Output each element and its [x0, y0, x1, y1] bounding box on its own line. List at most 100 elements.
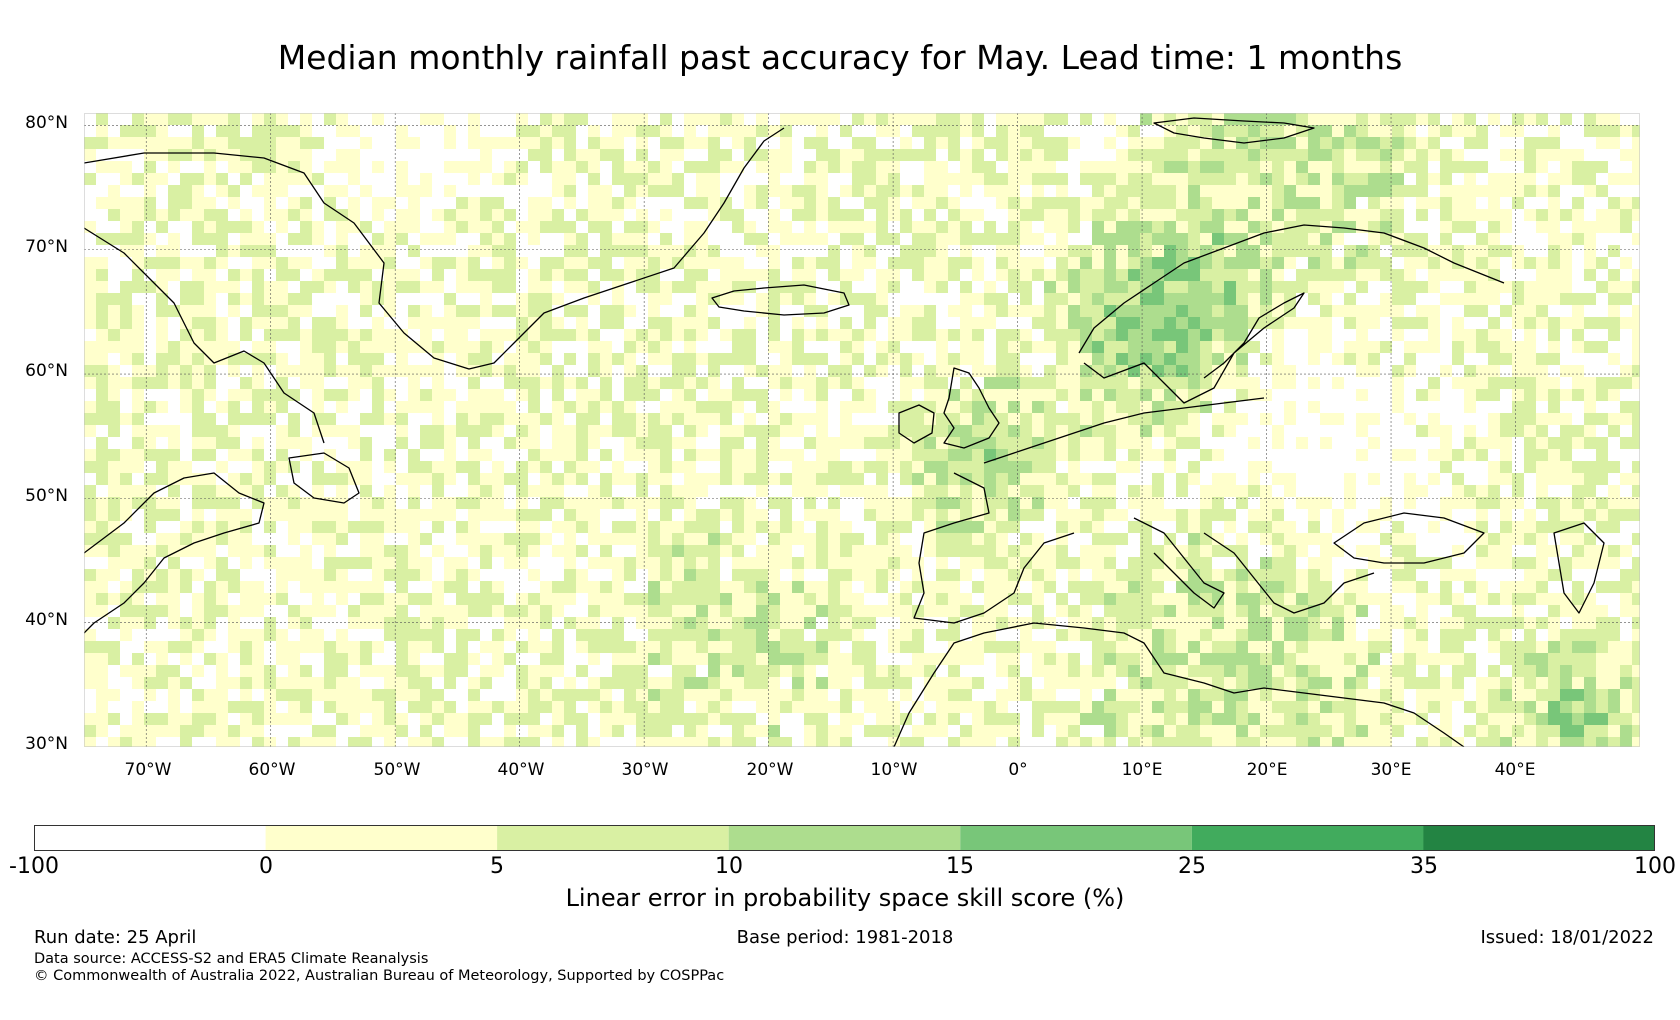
skill-grid-cell	[852, 485, 865, 498]
skill-grid-cell	[408, 401, 421, 414]
skill-grid-cell	[516, 557, 529, 570]
skill-grid-cell	[1476, 377, 1489, 390]
skill-grid-cell	[1260, 257, 1273, 270]
skill-grid-cell	[1512, 521, 1525, 534]
skill-grid-cell	[216, 293, 229, 306]
skill-grid-cell	[1056, 365, 1069, 378]
skill-grid-cell	[384, 137, 397, 150]
skill-grid-cell	[180, 341, 193, 354]
skill-grid-cell	[660, 161, 673, 174]
skill-grid-cell	[1596, 221, 1609, 234]
skill-grid-cell	[204, 245, 217, 258]
skill-grid-cell	[636, 233, 649, 246]
skill-grid-cell	[1596, 437, 1609, 450]
skill-grid-cell	[444, 401, 457, 414]
skill-grid-cell	[1140, 473, 1153, 486]
skill-grid-cell	[132, 293, 145, 306]
skill-grid-cell	[816, 509, 829, 522]
skill-grid-cell	[1236, 161, 1249, 174]
skill-grid-cell	[132, 281, 145, 294]
skill-grid-cell	[1020, 497, 1033, 510]
skill-grid-cell	[108, 533, 121, 546]
skill-grid-cell	[1464, 425, 1477, 438]
skill-grid-cell	[144, 377, 157, 390]
skill-grid-cell	[1464, 137, 1477, 150]
skill-grid-cell	[660, 329, 673, 342]
skill-grid-cell	[432, 533, 445, 546]
skill-grid-cell	[240, 425, 253, 438]
skill-grid-cell	[312, 545, 325, 558]
skill-grid-cell	[1044, 377, 1057, 390]
skill-grid-cell	[1572, 125, 1585, 138]
skill-grid-cell	[1044, 161, 1057, 174]
skill-grid-cell	[1332, 485, 1345, 498]
skill-grid-cell	[852, 305, 865, 318]
skill-grid-cell	[1344, 377, 1357, 390]
skill-grid-cell	[396, 485, 409, 498]
skill-grid-cell	[1632, 353, 1640, 366]
skill-grid-cell	[972, 437, 985, 450]
skill-grid-cell	[84, 497, 97, 510]
skill-grid-cell	[900, 317, 913, 330]
skill-grid-cell	[660, 497, 673, 510]
skill-grid-cell	[828, 485, 841, 498]
skill-grid-cell	[756, 449, 769, 462]
skill-grid-cell	[168, 149, 181, 162]
skill-grid-cell	[1164, 209, 1177, 222]
skill-grid-cell	[108, 509, 121, 522]
skill-grid-cell	[1584, 233, 1597, 246]
skill-grid-cell	[1104, 149, 1117, 162]
skill-grid-cell	[264, 413, 277, 426]
skill-grid-cell	[1008, 209, 1021, 222]
skill-grid-cell	[312, 113, 325, 126]
skill-grid-cell	[1260, 557, 1273, 570]
skill-grid-cell	[1068, 521, 1081, 534]
skill-grid-cell	[924, 173, 937, 186]
skill-grid-cell	[1488, 113, 1501, 126]
skill-grid-cell	[1164, 161, 1177, 174]
skill-grid-cell	[1188, 485, 1201, 498]
skill-grid-cell	[732, 377, 745, 390]
skill-grid-cell	[1608, 305, 1621, 318]
skill-grid-cell	[1032, 557, 1045, 570]
skill-grid-cell	[1428, 449, 1441, 462]
skill-grid-cell	[432, 185, 445, 198]
skill-grid-cell	[492, 449, 505, 462]
skill-grid-cell	[1464, 185, 1477, 198]
skill-grid-cell	[480, 449, 493, 462]
skill-grid-cell	[1632, 365, 1640, 378]
skill-grid-cell	[1032, 533, 1045, 546]
skill-grid-cell	[936, 377, 949, 390]
skill-grid-cell	[1632, 473, 1640, 486]
skill-grid-cell	[636, 377, 649, 390]
skill-grid-cell	[108, 401, 121, 414]
skill-grid-cell	[624, 437, 637, 450]
skill-grid-cell	[300, 185, 313, 198]
skill-grid-cell	[1212, 485, 1225, 498]
skill-grid-cell	[324, 401, 337, 414]
skill-grid-cell	[1596, 329, 1609, 342]
skill-grid-cell	[300, 197, 313, 210]
skill-grid-cell	[804, 557, 817, 570]
skill-grid-cell	[396, 521, 409, 534]
skill-grid-cell	[936, 113, 949, 126]
skill-grid-cell	[900, 305, 913, 318]
skill-grid-cell	[732, 425, 745, 438]
skill-grid-cell	[1596, 521, 1609, 534]
skill-grid-cell	[1596, 209, 1609, 222]
skill-grid-cell	[1200, 425, 1213, 438]
skill-grid-cell	[1116, 533, 1129, 546]
skill-grid-cell	[1476, 233, 1489, 246]
skill-grid-cell	[1068, 317, 1081, 330]
skill-grid-cell	[636, 173, 649, 186]
skill-grid-cell	[1404, 485, 1417, 498]
skill-grid-cell	[1344, 269, 1357, 282]
skill-grid-cell	[1320, 401, 1333, 414]
skill-grid-cell	[1032, 137, 1045, 150]
skill-grid-cell	[732, 461, 745, 474]
skill-grid-cell	[696, 173, 709, 186]
skill-grid-cell	[1008, 557, 1021, 570]
skill-grid-cell	[216, 509, 229, 522]
skill-grid-cell	[360, 353, 373, 366]
skill-grid-cell	[624, 293, 637, 306]
